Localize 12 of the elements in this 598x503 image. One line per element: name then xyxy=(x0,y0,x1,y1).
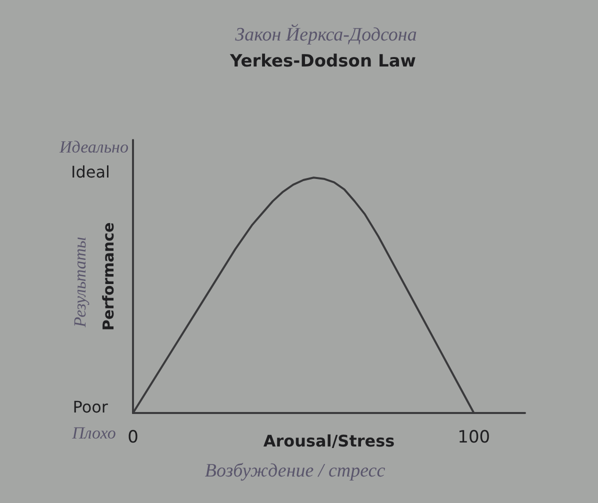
text: Плохо xyxy=(71,424,116,442)
text: Идеально xyxy=(58,138,128,156)
text: Возбуждение / стресс xyxy=(204,460,386,482)
text: Poor xyxy=(72,398,108,416)
text: Результаты xyxy=(70,236,90,328)
x-tick-label: 0 xyxy=(128,428,138,448)
text: Закон Йеркса-Додсона xyxy=(235,24,417,46)
x-tick-label: 100 xyxy=(458,428,490,448)
y-axis-title: Performance xyxy=(100,222,118,331)
x-axis-title: Arousal/Stress xyxy=(263,432,395,450)
chart-title: Yerkes-Dodson Law xyxy=(228,52,416,72)
text: Ideal xyxy=(71,162,110,182)
